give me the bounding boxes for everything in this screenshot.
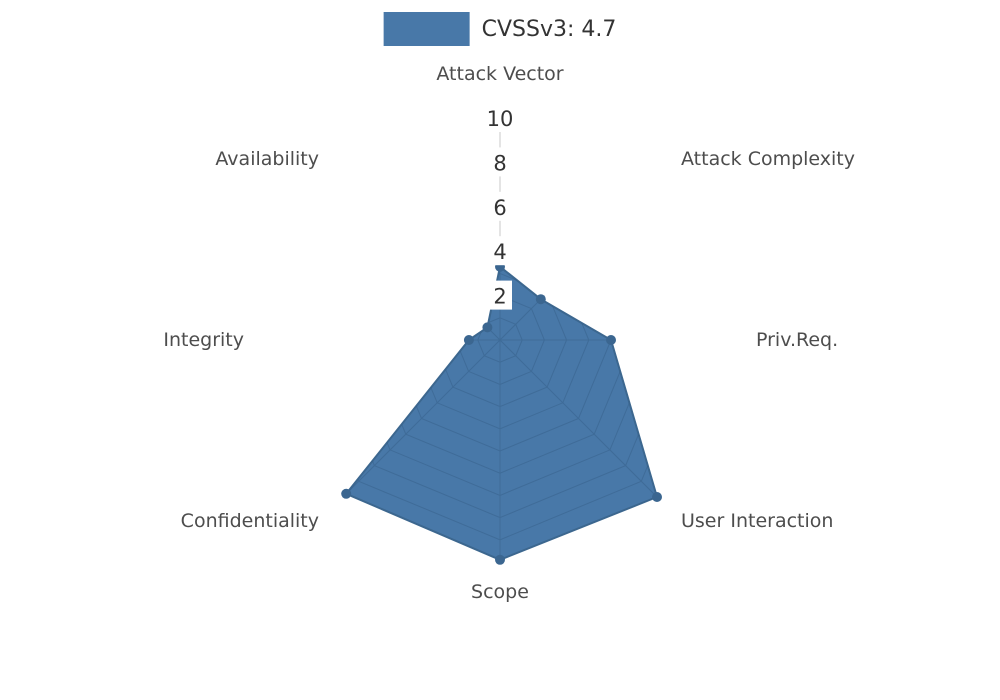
data-point-confidentiality	[341, 488, 352, 499]
data-point-availability	[482, 322, 493, 333]
axis-label-availability: Availability	[215, 148, 319, 170]
legend-label: CVSSv3: 4.7	[481, 16, 617, 42]
tick-label: 4	[493, 240, 506, 264]
legend-swatch	[383, 12, 470, 46]
cvss-series-polygon	[345, 265, 658, 561]
tick-box	[481, 103, 519, 132]
axis-label-attack-vector: Attack Vector	[436, 63, 563, 85]
axis-label-user-interaction: User Interaction	[681, 510, 833, 532]
data-point-integrity	[463, 335, 474, 345]
axis-label-integrity: Integrity	[163, 329, 244, 351]
data-point-attack-complexity	[535, 294, 546, 305]
tick-box	[488, 191, 512, 221]
data-point-user-interaction	[652, 492, 662, 502]
tick-box	[488, 147, 512, 177]
tick-label: 8	[493, 151, 506, 175]
axis-label-confidentiality: Confidentiality	[181, 510, 319, 532]
tick-label: 10	[487, 107, 514, 131]
tick-box	[488, 280, 512, 310]
tick-label: 2	[493, 285, 506, 309]
legend: CVSSv3: 4.7	[383, 12, 617, 46]
axis-label-attack-complexity: Attack Complexity	[681, 148, 855, 170]
axis-label-priv-req: Priv.Req.	[756, 329, 838, 351]
tick-box	[488, 236, 512, 266]
tick-label: 6	[493, 196, 506, 220]
data-point-scope	[495, 554, 505, 565]
data-point-priv-req	[606, 335, 616, 345]
axis-label-scope: Scope	[471, 581, 529, 603]
